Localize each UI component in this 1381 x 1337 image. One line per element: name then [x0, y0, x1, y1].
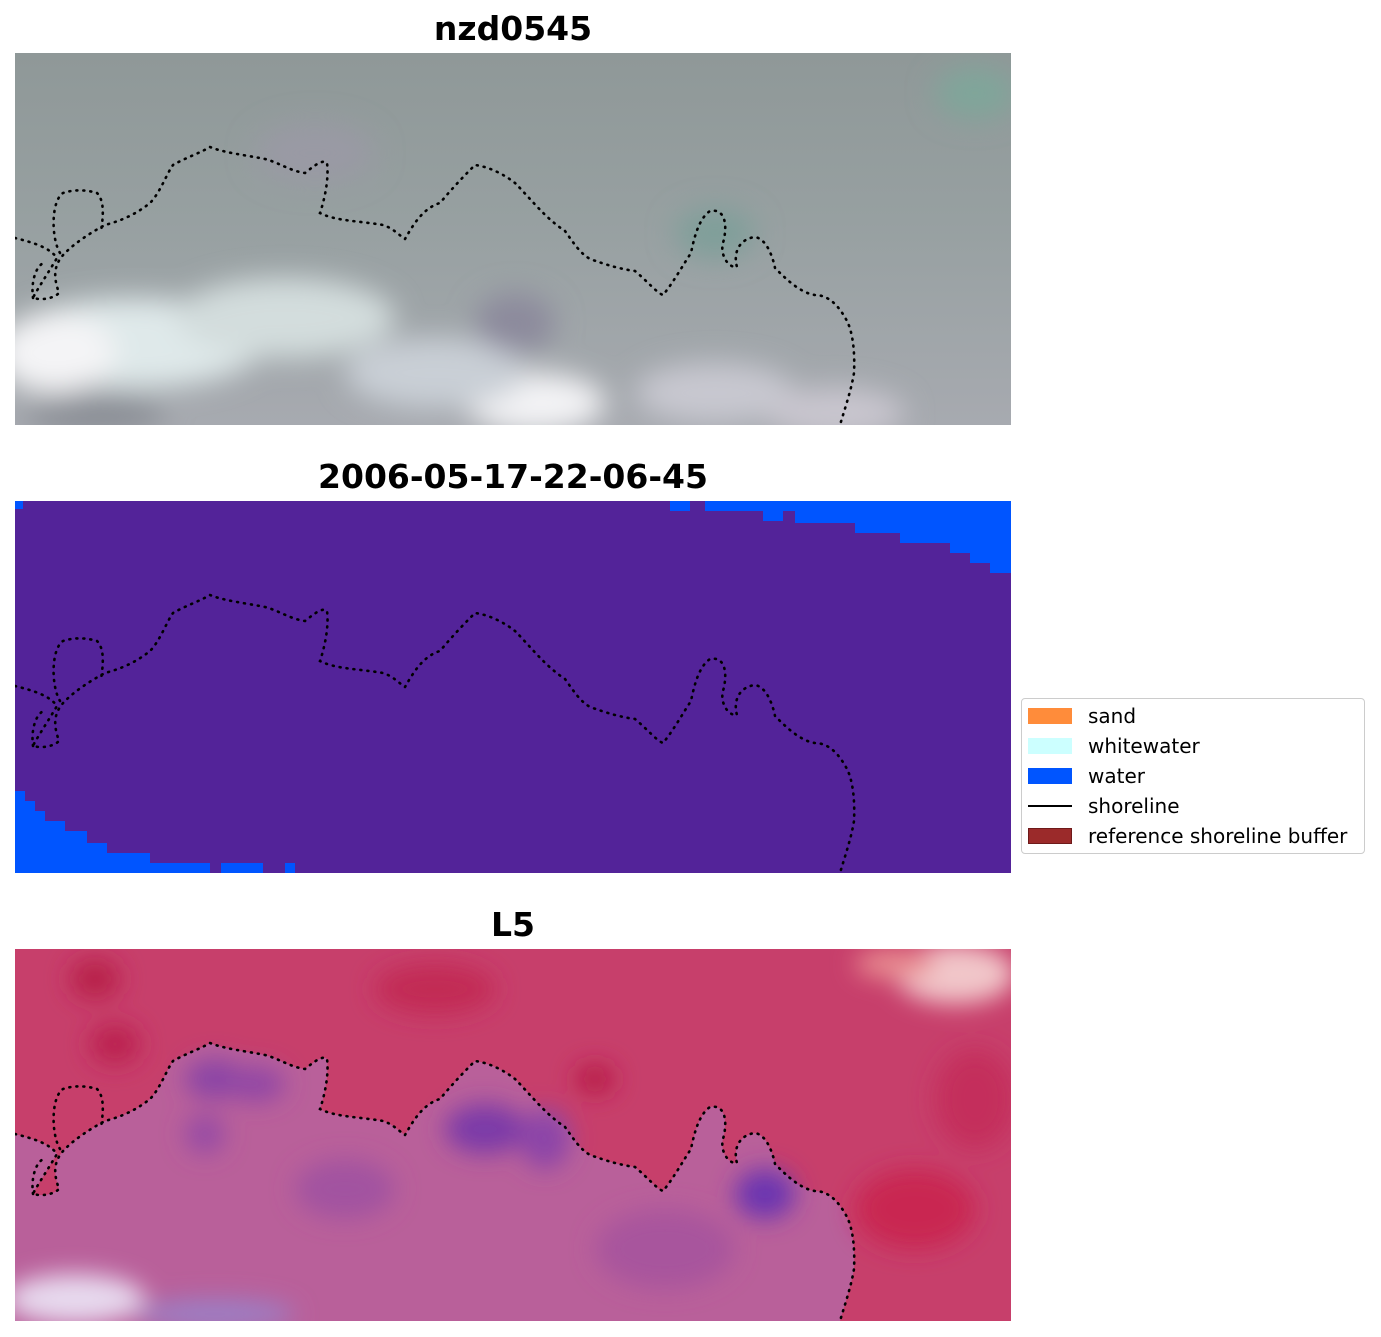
legend-label: shoreline: [1088, 794, 1180, 818]
legend-item-reference-buffer: reference shoreline buffer: [1028, 824, 1348, 848]
panel-title-rgb: nzd0545: [433, 9, 593, 48]
shoreline-line-swatch: [1028, 805, 1072, 807]
legend-label: whitewater: [1088, 734, 1200, 758]
sand-swatch: [1028, 708, 1072, 724]
rgb-image-panel: [15, 53, 1011, 425]
legend-label: reference shoreline buffer: [1088, 824, 1348, 848]
panel-title-index: L5: [491, 905, 535, 944]
water-area-top: [670, 501, 1011, 573]
legend-item-sand: sand: [1028, 704, 1137, 728]
water-area-bottom: [15, 791, 210, 873]
panel-title-classification: 2006-05-17-22-06-45: [318, 457, 708, 496]
legend-label: water: [1088, 764, 1145, 788]
index-image: [15, 949, 1011, 1321]
whitewater-swatch: [1028, 738, 1072, 754]
index-panel: [15, 949, 1011, 1321]
legend-label: sand: [1088, 704, 1137, 728]
legend-item-shoreline: shoreline: [1028, 794, 1180, 818]
other-class-area: [15, 501, 1011, 873]
classification-map: [15, 501, 1011, 873]
legend-item-whitewater: whitewater: [1028, 734, 1200, 758]
water-swatch: [1028, 768, 1072, 784]
legend-item-water: water: [1028, 764, 1145, 788]
classification-panel: [15, 501, 1011, 873]
legend: sand whitewater water shoreline referenc…: [1021, 698, 1365, 854]
rgb-image: [15, 53, 1011, 425]
reference-buffer-swatch: [1028, 828, 1072, 844]
